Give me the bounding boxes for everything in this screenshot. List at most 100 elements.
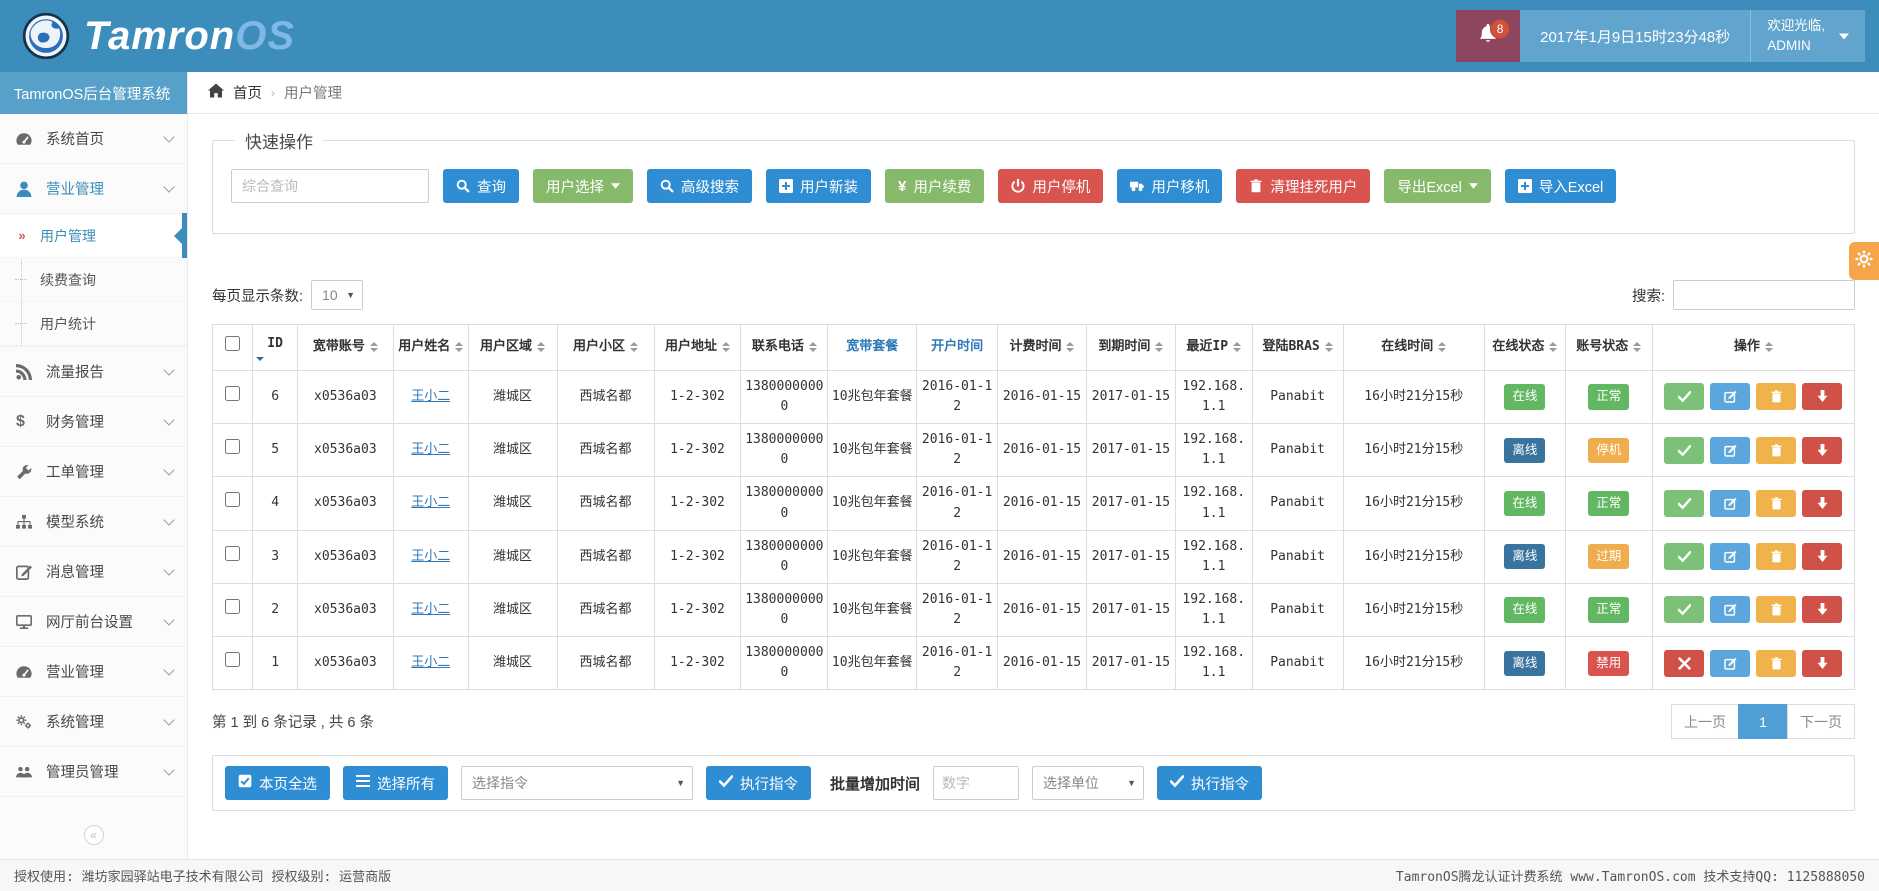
edit-button[interactable] <box>1710 383 1751 411</box>
sidebar-item[interactable]: 网厅前台设置 <box>0 597 187 647</box>
batch-number-input[interactable] <box>933 766 1020 801</box>
user-name-link[interactable]: 王小二 <box>411 655 451 671</box>
sort-icon[interactable] <box>1066 341 1075 352</box>
sidebar-item[interactable]: 消息管理 <box>0 547 187 597</box>
sort-icon[interactable] <box>1233 341 1242 352</box>
sidebar-item[interactable]: 营业管理 <box>0 164 187 214</box>
row-checkbox[interactable] <box>225 652 241 668</box>
sidebar-item[interactable]: 工单管理 <box>0 447 187 497</box>
column-header-online_time[interactable]: 在线时间 <box>1342 324 1486 371</box>
sidebar-item[interactable]: 系统管理 <box>0 697 187 747</box>
edit-button[interactable] <box>1710 436 1751 464</box>
row-checkbox[interactable] <box>225 439 241 455</box>
toolbar-button[interactable]: 导出Excel <box>1384 169 1491 203</box>
download-button[interactable] <box>1802 489 1843 517</box>
column-header-account_status[interactable]: 账号状态 <box>1564 324 1653 371</box>
delete-button[interactable] <box>1756 489 1797 517</box>
edit-button[interactable] <box>1710 489 1751 517</box>
delete-button[interactable] <box>1756 383 1797 411</box>
column-header-label[interactable]: 开户时间 <box>931 339 984 354</box>
user-name-link[interactable]: 王小二 <box>411 442 451 458</box>
sidebar-item[interactable]: 流量报告 <box>0 347 187 397</box>
user-name-link[interactable]: 王小二 <box>411 548 451 564</box>
row-checkbox[interactable] <box>225 598 241 614</box>
download-button[interactable] <box>1802 649 1843 677</box>
execute-batch-button[interactable]: 执行指令 <box>1157 766 1263 801</box>
sort-icon[interactable] <box>721 341 730 352</box>
delete-button[interactable] <box>1756 649 1797 677</box>
row-checkbox[interactable] <box>225 385 241 401</box>
delete-button[interactable] <box>1756 436 1797 464</box>
toolbar-button[interactable]: 清理挂死用户 <box>1236 169 1371 203</box>
user-menu[interactable]: 欢迎光临, ADMIN <box>1750 10 1865 62</box>
confirm-button[interactable] <box>1664 596 1705 624</box>
column-header-label[interactable]: 宽带套餐 <box>846 339 899 354</box>
sidebar-item[interactable]: $ 财务管理 <box>0 397 187 447</box>
toolbar-button[interactable]: ¥ 用户续费 <box>885 169 985 203</box>
toolbar-button[interactable]: 用户新装 <box>766 169 871 203</box>
unit-select[interactable]: 选择单位 <box>1032 766 1145 801</box>
sort-icon[interactable] <box>1438 341 1447 352</box>
execute-command-button[interactable]: 执行指令 <box>706 766 811 801</box>
column-header-community[interactable]: 用户小区 <box>556 324 655 371</box>
sort-icon[interactable] <box>455 341 464 352</box>
notifications-button[interactable]: 8 <box>1456 10 1521 62</box>
sort-icon[interactable] <box>1633 341 1642 352</box>
pagination-page-1[interactable]: 1 <box>1738 704 1788 740</box>
column-header-account[interactable]: 宽带账号 <box>296 324 394 371</box>
sort-icon[interactable] <box>369 341 378 352</box>
confirm-button[interactable] <box>1664 436 1705 464</box>
sidebar-subitem[interactable]: » 用户管理 <box>0 213 187 258</box>
user-name-link[interactable]: 王小二 <box>411 388 451 404</box>
table-search-input[interactable] <box>1673 280 1855 310</box>
sort-icon[interactable] <box>537 341 546 352</box>
column-header-online_status[interactable]: 在线状态 <box>1484 324 1566 371</box>
select-all-button[interactable]: 选择所有 <box>343 766 448 801</box>
toolbar-button[interactable]: 高级搜索 <box>647 169 752 203</box>
sidebar-item[interactable]: 模型系统 <box>0 497 187 547</box>
sidebar-collapse-button[interactable]: « <box>83 825 104 845</box>
user-name-link[interactable]: 王小二 <box>411 495 451 511</box>
row-checkbox[interactable] <box>225 492 241 508</box>
sort-icon[interactable] <box>1155 341 1164 352</box>
select-all-checkbox[interactable] <box>225 336 241 351</box>
user-name-link[interactable]: 王小二 <box>411 601 451 617</box>
edit-button[interactable] <box>1710 649 1751 677</box>
column-header-phone[interactable]: 联系电话 <box>740 324 829 371</box>
delete-button[interactable] <box>1756 596 1797 624</box>
column-header-name[interactable]: 用户姓名 <box>392 324 469 371</box>
row-checkbox[interactable] <box>225 545 241 561</box>
sort-icon[interactable] <box>1324 341 1333 352</box>
edit-button[interactable] <box>1710 596 1751 624</box>
pagination-next[interactable]: 下一页 <box>1787 704 1855 740</box>
confirm-button[interactable] <box>1664 383 1705 411</box>
column-header-expire_date[interactable]: 到期时间 <box>1085 324 1176 371</box>
sort-icon[interactable] <box>630 341 639 352</box>
column-header-actions[interactable]: 操作 <box>1651 324 1856 371</box>
select-page-button[interactable]: 本页全选 <box>225 766 330 801</box>
download-button[interactable] <box>1802 436 1843 464</box>
toolbar-button[interactable]: 导入Excel <box>1504 169 1617 203</box>
toolbar-button[interactable]: 查询 <box>443 169 519 203</box>
deny-button[interactable] <box>1664 649 1705 677</box>
confirm-button[interactable] <box>1664 489 1705 517</box>
sort-icon[interactable] <box>808 341 817 352</box>
column-header-address[interactable]: 用户地址 <box>653 324 742 371</box>
column-header-bras[interactable]: 登陆BRAS <box>1251 324 1344 371</box>
confirm-button[interactable] <box>1664 543 1705 571</box>
column-header-region[interactable]: 用户区域 <box>467 324 558 371</box>
sort-desc-icon[interactable] <box>256 356 293 361</box>
download-button[interactable] <box>1802 596 1843 624</box>
sidebar-item[interactable]: 系统首页 <box>0 114 187 164</box>
download-button[interactable] <box>1802 543 1843 571</box>
sidebar-item[interactable]: 营业管理 <box>0 647 187 697</box>
sidebar-subitem[interactable]: 用户统计 <box>0 302 187 346</box>
combined-search-input[interactable] <box>231 169 429 203</box>
sidebar-item[interactable]: 管理员管理 <box>0 747 187 797</box>
page-size-select[interactable]: 10 <box>311 280 364 310</box>
sort-icon[interactable] <box>1549 341 1558 352</box>
delete-button[interactable] <box>1756 543 1797 571</box>
pagination-prev[interactable]: 上一页 <box>1671 704 1739 740</box>
sidebar-subitem[interactable]: 续费查询 <box>0 258 187 302</box>
breadcrumb-home-link[interactable]: 首页 <box>233 86 262 102</box>
